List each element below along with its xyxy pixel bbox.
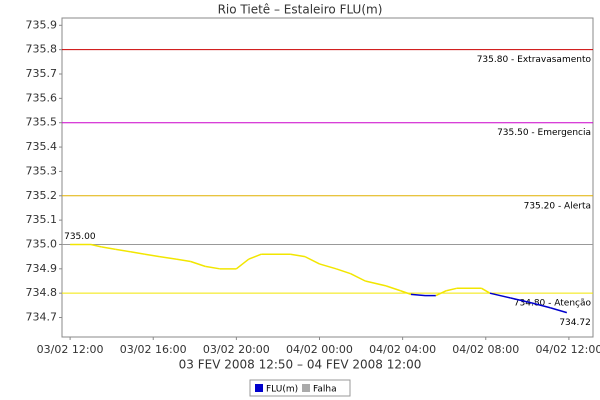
reference-label: 735.50 - Emergencia [497, 128, 591, 138]
line-segment [190, 260, 206, 268]
x-tick-label: 04/02 04:00 [369, 343, 436, 356]
y-tick-label: 734.9 [26, 262, 58, 275]
y-tick-label: 735.7 [26, 67, 58, 80]
x-tick-label: 04/02 12:00 [535, 343, 600, 356]
line-segment [400, 290, 412, 296]
legend-swatch [302, 384, 310, 392]
line-segment [101, 246, 116, 251]
line-segment [205, 265, 220, 270]
line-segment [510, 297, 532, 304]
x-tick-label: 03/02 12:00 [37, 343, 104, 356]
x-tick-label: 03/02 20:00 [203, 343, 270, 356]
x-tick-label: 04/02 08:00 [452, 343, 519, 356]
legend-label: FLU(m) [266, 385, 298, 395]
line-segment [350, 273, 366, 282]
legend-label: Falha [313, 385, 337, 395]
line-segment [335, 268, 351, 275]
legend-box [249, 379, 351, 397]
y-tick-label: 735.3 [26, 164, 58, 177]
y-tick-label: 735.5 [26, 116, 58, 129]
legend: FLU(m) Falha [249, 379, 351, 397]
line-segment [235, 258, 250, 270]
y-tick-label: 735.1 [26, 213, 58, 226]
line-segment [90, 243, 102, 248]
line-segment [489, 292, 511, 299]
line-segment [319, 263, 337, 270]
line-segment [304, 255, 320, 265]
x-tick-label: 04/02 00:00 [286, 343, 353, 356]
value-label: 734.72 [559, 318, 591, 328]
reference-label: 735.80 - Extravasamento [477, 55, 592, 65]
line-segment [248, 253, 262, 260]
y-tick-label: 734.8 [26, 286, 58, 299]
plot-area [61, 17, 594, 338]
line-segment [144, 253, 160, 258]
line-segment [531, 302, 551, 309]
reference-label: 735.20 - Alerta [524, 201, 591, 211]
line-segment [115, 248, 131, 253]
y-tick-label: 735.9 [26, 18, 58, 31]
chart-title: Rio Tietê – Estaleiro FLU(m) [218, 3, 383, 17]
line-segment [175, 258, 191, 263]
line-segment [159, 255, 177, 260]
x-tick-label: 03/02 16:00 [120, 343, 187, 356]
legend-swatch [255, 384, 263, 392]
y-tick-label: 735.6 [26, 91, 58, 104]
y-tick-label: 735.0 [26, 237, 58, 250]
y-tick-label: 735.4 [26, 140, 58, 153]
value-label: 735.00 [64, 232, 96, 242]
line-segment [130, 251, 146, 255]
y-tick-label: 735.8 [26, 43, 58, 56]
line-segment [481, 287, 491, 294]
line-segment [549, 307, 568, 314]
line-segment [435, 290, 447, 297]
line-segment [385, 285, 401, 292]
line-segment [290, 253, 306, 258]
y-tick-label: 735.2 [26, 189, 58, 202]
line-segment [365, 280, 387, 287]
x-axis-label: 03 FEV 2008 12:50 – 04 FEV 2008 12:00 [179, 358, 422, 372]
line-segment [446, 287, 457, 292]
y-tick-label: 734.7 [26, 311, 58, 324]
line-segment [410, 293, 426, 297]
reference-label: 734.80 - Atenção [514, 299, 592, 309]
